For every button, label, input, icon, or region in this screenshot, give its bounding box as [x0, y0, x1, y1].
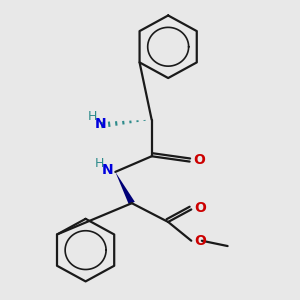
Polygon shape [115, 172, 135, 205]
Text: O: O [193, 153, 205, 167]
Text: O: O [195, 201, 206, 215]
Text: H: H [95, 157, 104, 169]
Text: N: N [95, 117, 106, 131]
Text: N: N [102, 163, 114, 177]
Text: O: O [195, 234, 206, 248]
Text: H: H [88, 110, 98, 123]
